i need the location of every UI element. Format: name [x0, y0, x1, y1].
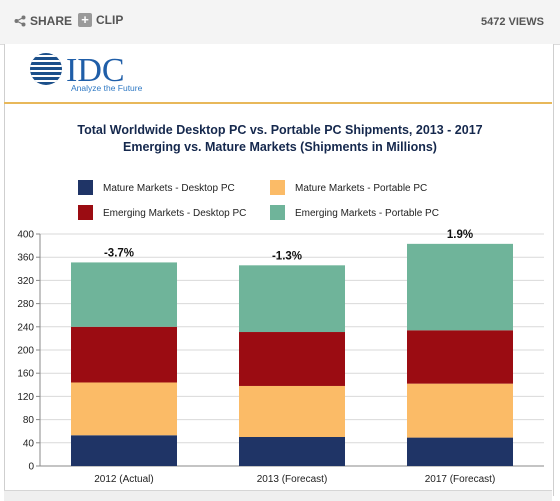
- top-toolbar: SHARE + CLIP 5472 VIEWS: [0, 0, 560, 45]
- y-tick-label: 80: [23, 415, 35, 426]
- logo-tagline: Analyze the Future: [71, 83, 143, 93]
- chart-title: Total Worldwide Desktop PC vs. Portable …: [77, 123, 482, 137]
- x-tick-label: 2012 (Actual): [94, 474, 153, 485]
- legend-swatch: [78, 205, 93, 220]
- bars: [71, 243, 513, 466]
- growth-annotation: 1.9%: [447, 229, 473, 241]
- divider: [4, 102, 552, 104]
- bar-segment: [407, 383, 513, 438]
- legend-swatch: [78, 180, 93, 195]
- bar-segment: [239, 265, 345, 333]
- labels: 2012 (Actual) -3.7% 2013 (Forecast) -1.3% 20…: [94, 229, 495, 485]
- legend-label: Emerging Markets - Desktop PC: [103, 208, 246, 219]
- legend-swatch: [270, 180, 285, 195]
- bar-segment: [239, 385, 345, 437]
- bar-segment: [71, 435, 177, 466]
- bar-segment: [71, 326, 177, 383]
- y-tick-label: 280: [17, 299, 34, 310]
- growth-annotation: -3.7%: [104, 247, 134, 259]
- bar-segment: [71, 382, 177, 436]
- horizontal-scrollbar[interactable]: [4, 490, 552, 501]
- share-icon: [14, 15, 26, 27]
- logo-wordmark: IDC: [66, 52, 125, 89]
- y-tick-label: 320: [17, 276, 34, 287]
- clip-button[interactable]: + CLIP: [78, 13, 123, 27]
- view-count: 5472 VIEWS: [481, 16, 544, 28]
- bar-segment: [407, 243, 513, 331]
- y-tick-label: 160: [17, 369, 34, 380]
- plus-icon: +: [78, 13, 92, 27]
- share-button[interactable]: SHARE: [14, 14, 72, 28]
- y-tick-label: 240: [17, 322, 34, 333]
- globe-icon: [30, 53, 62, 85]
- bar-segment: [71, 262, 177, 327]
- y-tick-label: 400: [17, 230, 34, 241]
- legend-swatch: [270, 205, 285, 220]
- legend: Mature Markets - Desktop PC Mature Market…: [78, 180, 439, 220]
- legend-label: Mature Markets - Desktop PC: [103, 183, 235, 194]
- legend-label: Mature Markets - Portable PC: [295, 183, 427, 194]
- bar-segment: [407, 330, 513, 384]
- chart-subtitle: Emerging vs. Mature Markets (Shipments i…: [123, 140, 437, 154]
- bar-segment: [239, 437, 345, 466]
- share-label: SHARE: [30, 14, 73, 28]
- logo-area: IDC Analyze the Future: [5, 44, 553, 102]
- y-tick-label: 0: [28, 462, 34, 473]
- bar-segment: [407, 437, 513, 466]
- y-tick-label: 120: [17, 392, 34, 403]
- idc-logo: IDC Analyze the Future: [30, 52, 143, 93]
- y-tick-label: 40: [23, 438, 35, 449]
- clip-label: CLIP: [96, 13, 124, 27]
- bar-segment: [239, 332, 345, 386]
- x-tick-label: 2017 (Forecast): [425, 474, 496, 485]
- x-tick-label: 2013 (Forecast): [257, 474, 328, 485]
- y-tick-label: 360: [17, 253, 34, 264]
- legend-label: Emerging Markets - Portable PC: [295, 208, 439, 219]
- growth-annotation: -1.3%: [272, 250, 302, 262]
- y-tick-label: 200: [17, 346, 34, 357]
